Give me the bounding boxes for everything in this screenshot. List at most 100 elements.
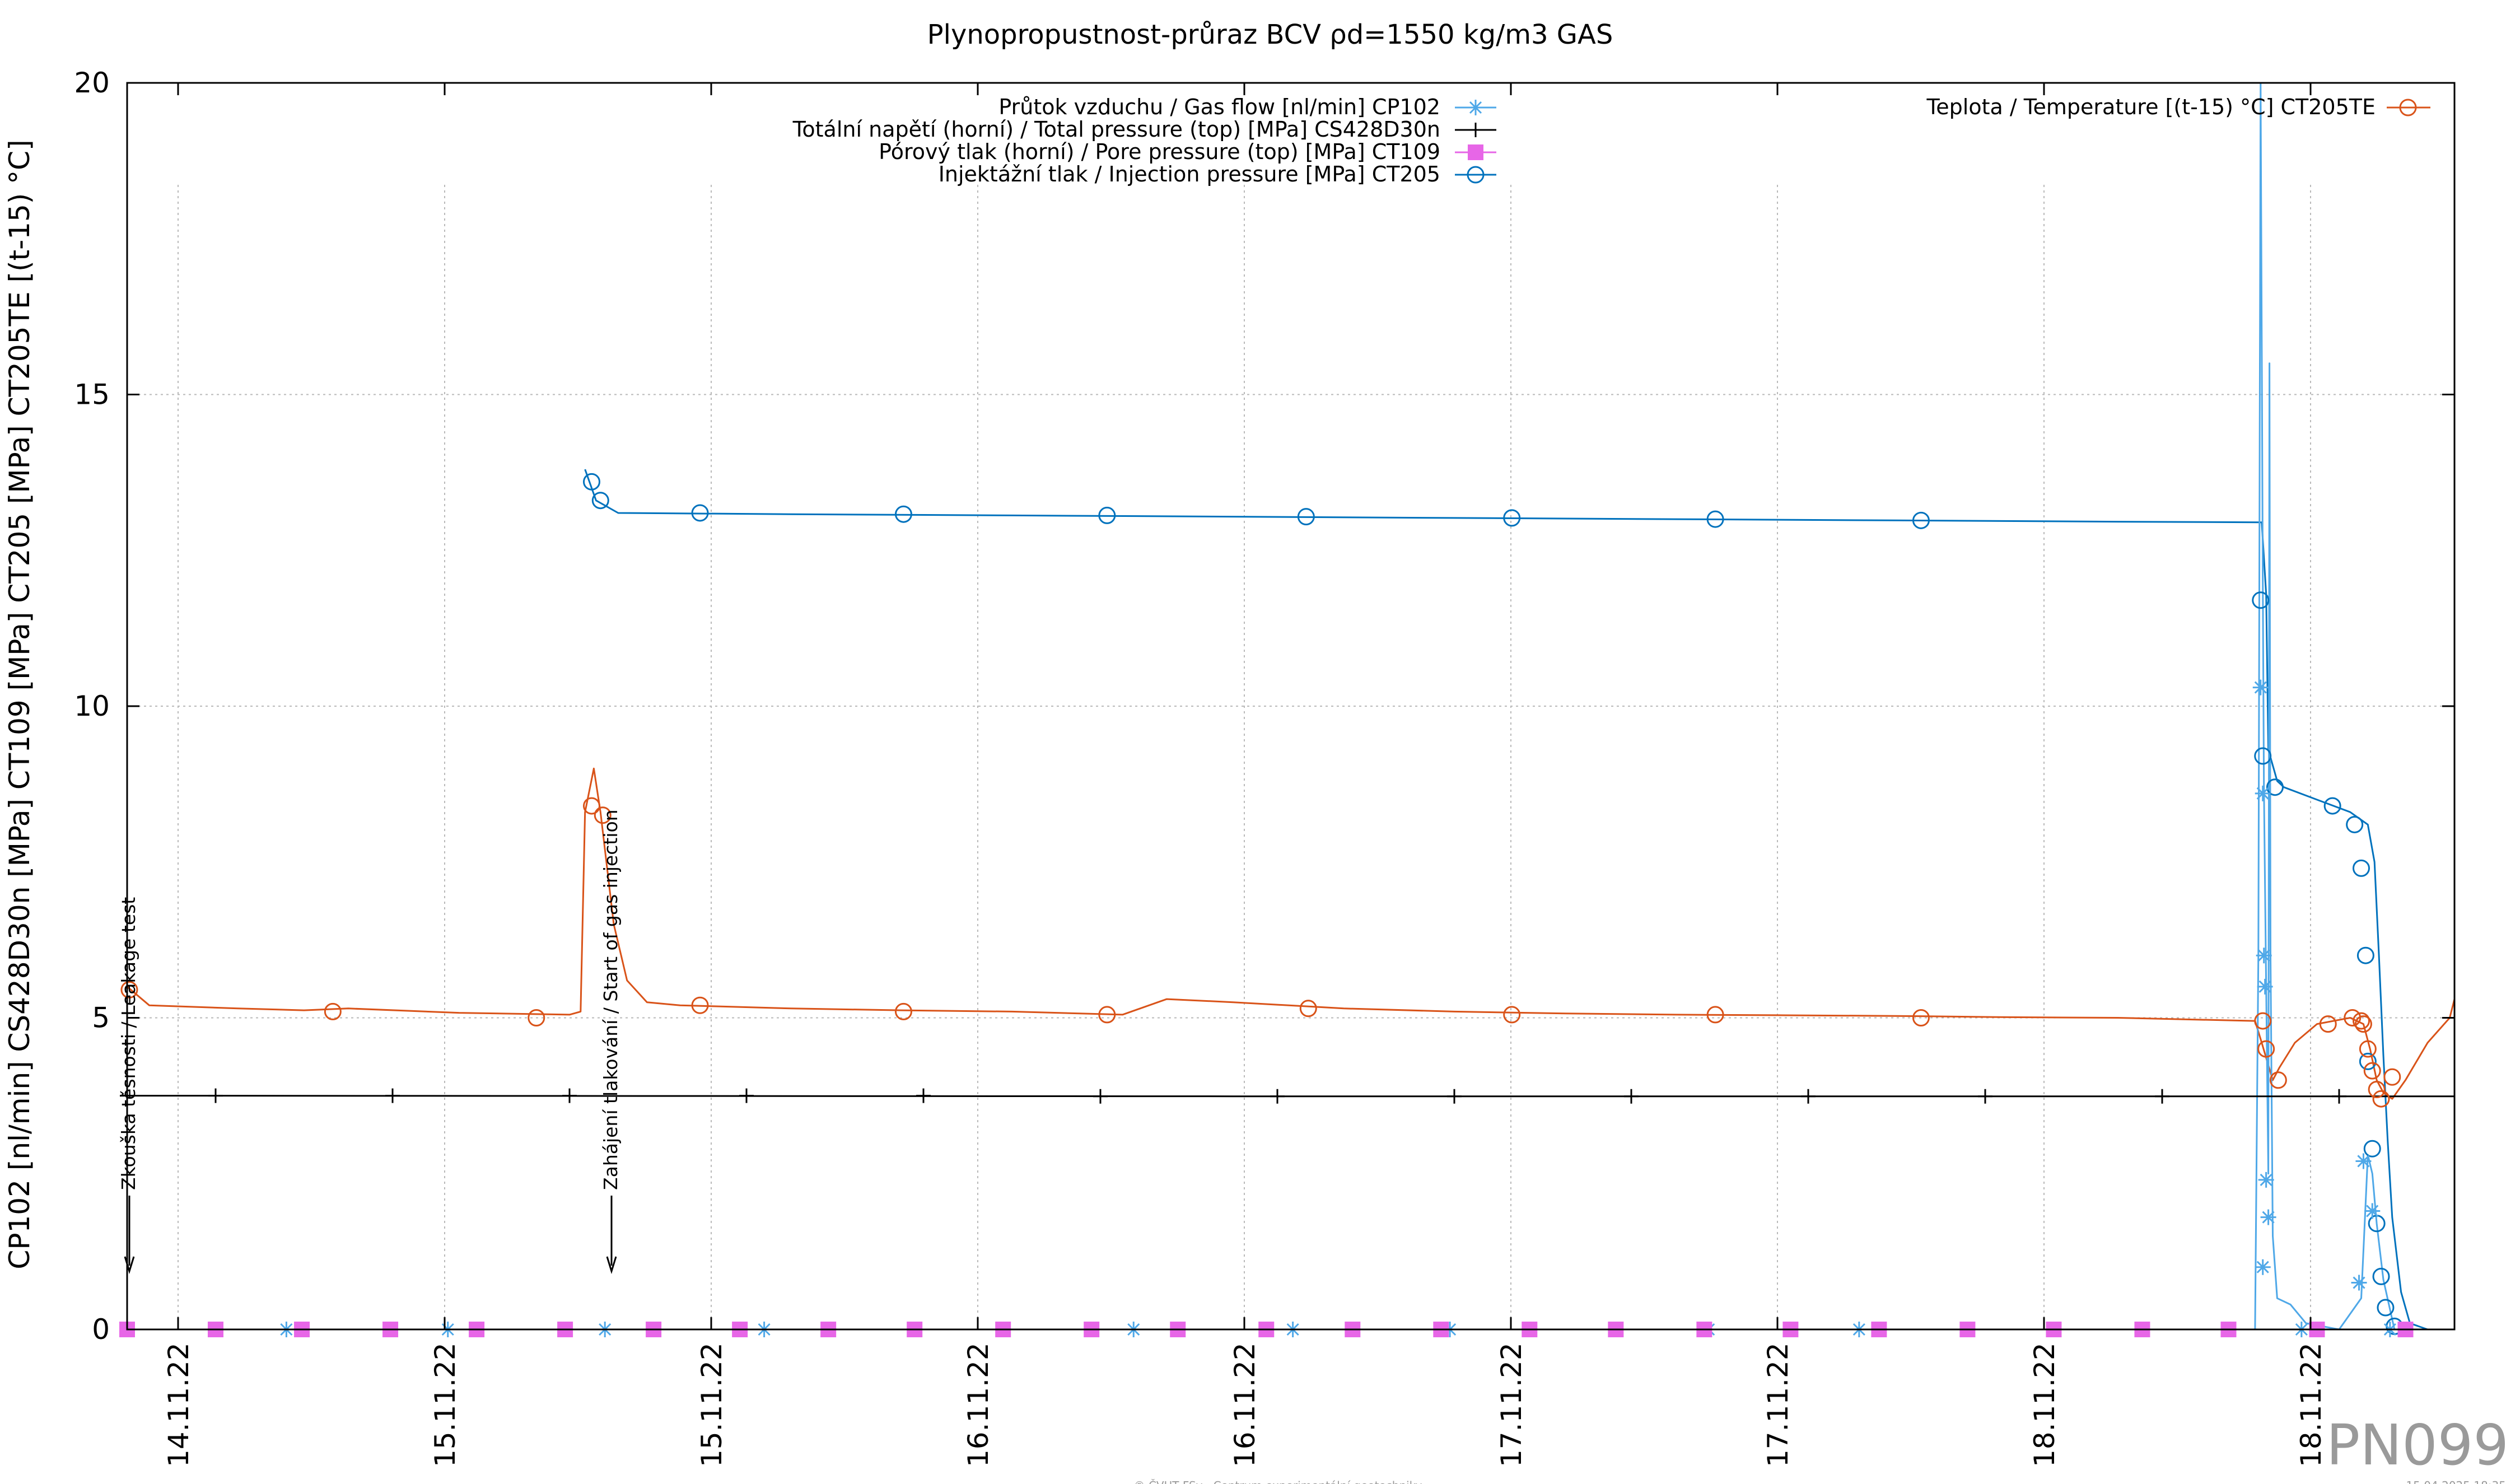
point-ct205 <box>691 504 709 522</box>
legend-marker-cp102 <box>1468 100 1483 115</box>
point-ct205 <box>2266 778 2284 796</box>
y-tick-label: 15 <box>74 379 110 411</box>
x-tick-label: 15.11.22 <box>429 1342 461 1467</box>
point-ct205 <box>2359 1052 2377 1070</box>
legend: Průtok vzduchu / Gas flow [nl/min] CP102… <box>792 95 2430 186</box>
point-ct205 <box>583 473 600 491</box>
point-ct205 <box>1098 506 1116 524</box>
point-cp102 <box>2258 1172 2274 1188</box>
point-cp102 <box>2255 785 2271 801</box>
point-cs428 <box>739 1088 754 1103</box>
point-ct205te <box>1706 1006 1724 1024</box>
chart-title: Plynopropustnost-průraz BCV ρd=1550 kg/m… <box>927 19 1613 50</box>
point-ct205 <box>2356 946 2374 964</box>
plate-label: PN099 <box>2326 1412 2509 1478</box>
annotation-arrowhead <box>124 1256 135 1275</box>
point-ct205 <box>2346 815 2364 833</box>
point-cs428 <box>385 1088 400 1103</box>
point-cp102 <box>2355 1153 2372 1169</box>
point-cp102 <box>2364 1203 2381 1219</box>
point-ct205 <box>2372 1267 2390 1285</box>
point-ct205te <box>583 797 600 815</box>
point-ct205te <box>594 806 612 824</box>
point-ct205 <box>1297 508 1315 526</box>
x-tick-label: 16.11.22 <box>1229 1342 1261 1467</box>
annotation-arrowhead <box>606 1256 617 1275</box>
footer-center: © ČVUT FSv · Centrum experimentální geot… <box>1134 1479 1422 1484</box>
legend-label-ct109: Pórový tlak (horní) / Pore pressure (top… <box>879 139 1440 164</box>
legend-label-cs428: Totální napětí (horní) / Total pressure … <box>792 117 1440 142</box>
y-tick-label: 10 <box>74 690 110 722</box>
point-ct205 <box>1912 511 1930 529</box>
series-line-cp102 <box>127 82 2454 1331</box>
series-line-ct205 <box>584 469 2428 1331</box>
point-ct205te <box>2363 1062 2381 1080</box>
point-ct205te <box>528 1009 545 1026</box>
point-cs428 <box>916 1088 931 1103</box>
point-ct205te <box>2354 1015 2372 1033</box>
x-tick-label: 15.11.22 <box>696 1342 728 1467</box>
point-ct205te <box>894 1002 912 1020</box>
series-line-ct205te <box>127 767 2456 1100</box>
point-cp102 <box>2256 948 2272 964</box>
point-cs428 <box>2155 1089 2169 1104</box>
point-cs428 <box>1624 1089 1639 1104</box>
point-ct205te <box>2257 1040 2275 1058</box>
x-tick-label: 18.11.22 <box>2028 1342 2061 1467</box>
point-cs428 <box>1978 1089 1992 1104</box>
point-cp102 <box>2255 1259 2271 1275</box>
point-ct205 <box>591 492 609 510</box>
point-ct205te <box>691 996 709 1014</box>
point-ct205te <box>1503 1006 1521 1024</box>
point-ct205te <box>2319 1015 2337 1033</box>
x-tick-label: 14.11.22 <box>162 1342 195 1467</box>
legend-marker-ct205 <box>1467 166 1485 184</box>
legend-label-cp102: Průtok vzduchu / Gas flow [nl/min] CP102 <box>998 95 1440 119</box>
point-cs428 <box>1801 1089 1816 1104</box>
point-ct205te <box>2383 1068 2401 1086</box>
grid <box>127 185 2454 1329</box>
point-ct205te <box>2359 1040 2377 1058</box>
point-ct205 <box>2353 859 2370 877</box>
y-axis-label: CP102 [nl/min] CS428D30n [MPa] CT109 [MP… <box>3 139 36 1269</box>
point-cp102 <box>2252 679 2269 696</box>
point-ct205te <box>120 981 138 998</box>
point-ct205 <box>2254 747 2272 765</box>
point-ct205te <box>324 1002 342 1020</box>
point-ct205 <box>1706 510 1724 528</box>
x-tick-label: 16.11.22 <box>962 1342 995 1467</box>
point-ct205 <box>894 505 912 523</box>
markers-layer <box>119 473 2414 1337</box>
point-ct205te <box>1299 1000 1317 1018</box>
annotation-label: Zahájení tlakování / Start of gas inject… <box>600 809 622 1190</box>
point-cp102 <box>2351 1275 2367 1291</box>
point-ct205 <box>2377 1299 2395 1317</box>
annotation-label: Zkouška těsnosti / Leakage test <box>118 897 139 1190</box>
point-ct205te <box>1098 1006 1116 1024</box>
legend-marker-ct205te <box>2399 99 2417 116</box>
point-ct205 <box>2323 797 2341 815</box>
point-ct205te <box>2344 1009 2362 1026</box>
footer-right: 15.04.2025 18:35 <box>2406 1479 2506 1484</box>
y-tick-label: 5 <box>92 1002 110 1034</box>
y-tick-label: 20 <box>74 67 110 99</box>
point-ct205te <box>2368 1080 2386 1098</box>
x-tick-label: 17.11.22 <box>1495 1342 1528 1467</box>
point-cs428 <box>562 1088 577 1103</box>
legend-marker-ct109 <box>1468 144 1483 160</box>
point-cs428 <box>1447 1089 1462 1104</box>
legend-label-ct205te: Teplota / Temperature [(t-15) °C] CT205T… <box>1926 95 2376 119</box>
point-ct205 <box>2252 591 2270 609</box>
annotations-layer: Zkouška těsnosti / Leakage test Zahájení … <box>118 809 622 1275</box>
legend-label-ct205: Injektážní tlak / Injection pressure [MP… <box>939 162 1440 186</box>
point-cs428 <box>1270 1089 1285 1104</box>
point-cs428 <box>1093 1089 1108 1104</box>
point-ct205te <box>2254 1012 2272 1030</box>
point-ct205te <box>1912 1009 1930 1026</box>
y-tick-label: 0 <box>92 1313 110 1346</box>
axes-layer: 14.11.22 15.11.22 15.11.22 16.11.22 16.11.22… <box>74 67 2454 1467</box>
point-cs428 <box>208 1088 223 1103</box>
x-tick-label: 17.11.22 <box>1762 1342 1794 1467</box>
point-ct205te <box>2372 1090 2390 1108</box>
